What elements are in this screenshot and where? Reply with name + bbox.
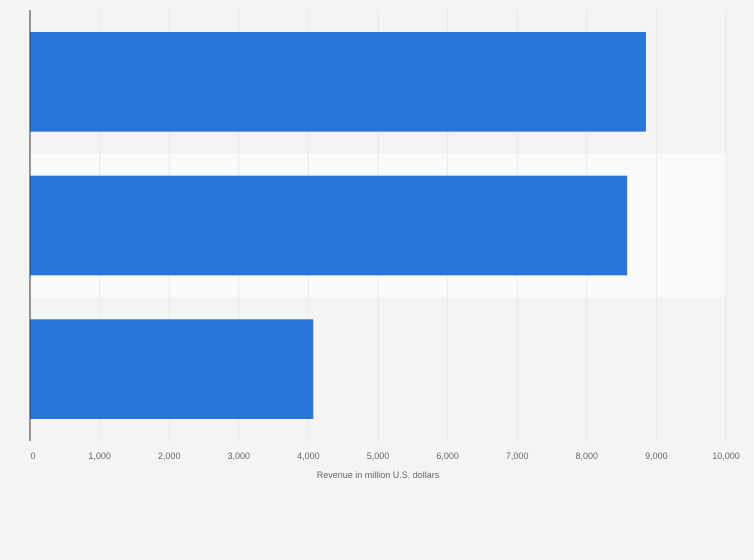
bar-0[interactable] (30, 32, 646, 132)
x-tick-label-1000: 1,000 (88, 451, 111, 461)
x-tick-label-8000: 8,000 (576, 451, 599, 461)
bar-1[interactable] (30, 175, 628, 276)
x-tick-label-0: 0 (30, 451, 35, 461)
bars (30, 32, 646, 419)
x-axis-title: Revenue in million U.S. dollars (317, 470, 440, 480)
bar-2[interactable] (30, 319, 314, 419)
x-tick-label-7000: 7,000 (506, 451, 529, 461)
x-tick-label-2000: 2,000 (158, 451, 181, 461)
x-tick-label-5000: 5,000 (367, 451, 390, 461)
x-tick-label-10000: 10,000 (712, 451, 740, 461)
x-axis-ticks: 0 1,000 2,000 3,000 4,000 5,000 6,000 7,000 8,00… (30, 451, 739, 461)
x-tick-label-4000: 4,000 (297, 451, 320, 461)
x-tick-label-9000: 9,000 (645, 451, 668, 461)
x-tick-label-6000: 6,000 (436, 451, 459, 461)
x-tick-label-3000: 3,000 (228, 451, 251, 461)
